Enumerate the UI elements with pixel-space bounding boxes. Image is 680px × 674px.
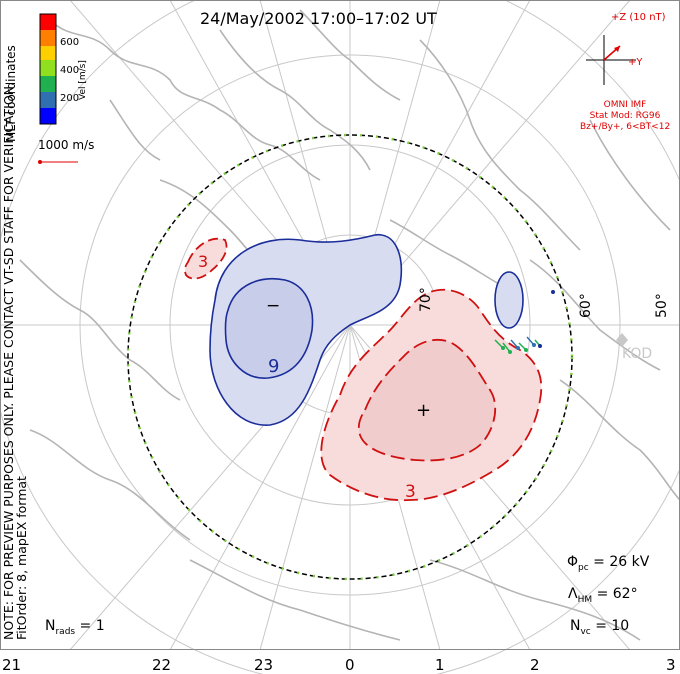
- negative-cell-symbol: −: [266, 296, 281, 316]
- positive-cell-inner: [357, 338, 497, 462]
- positive-contour-value-left: 3: [198, 252, 209, 271]
- negative-cell-inner: [224, 278, 314, 379]
- lambda-value: = 62°: [592, 586, 638, 602]
- imf-model: Stat Mod: RG96: [589, 111, 661, 121]
- positive-cell-symbol: +: [416, 400, 432, 421]
- phi-subscript: pc: [578, 562, 589, 573]
- imf-y-label: +Y: [628, 57, 643, 68]
- fit-order-line: FitOrder: 8, mapEX format: [14, 476, 29, 640]
- lambda-symbol: Λ: [568, 586, 578, 602]
- latitude-label-70: 70°: [418, 287, 434, 312]
- imf-source: OMNI IMF: [603, 100, 647, 110]
- negative-cell-small: [494, 271, 524, 329]
- station-marker: [616, 333, 628, 347]
- mlt-label-2: 2: [530, 656, 540, 674]
- station-label: KOD: [622, 346, 653, 362]
- reference-vector-label: 1000 m/s: [38, 138, 95, 152]
- n-rads: Nrads = 1: [45, 618, 105, 637]
- nvc-subscript: vc: [580, 626, 591, 637]
- phi-symbol: Φ: [567, 554, 579, 570]
- nvc-symbol: N: [570, 618, 581, 634]
- hm-latitude: ΛHM = 62°: [568, 586, 638, 605]
- plot-title: 24/May/2002 17:00–17:02 UT: [200, 9, 437, 28]
- n-vc: Nvc = 10: [570, 618, 629, 637]
- mlt-label-0: 0: [345, 656, 355, 674]
- cross-polar-potential: Φpc = 26 kV: [567, 554, 649, 573]
- nrads-value: = 1: [75, 618, 105, 634]
- phi-value: = 26 kV: [588, 554, 650, 570]
- positive-contour-value: 3: [405, 482, 416, 502]
- preview-note: NOTE: FOR PREVIEW PURPOSES ONLY. PLEASE …: [1, 82, 29, 640]
- latitude-label-60: 60°: [578, 293, 594, 318]
- mlt-label-21: 21: [2, 656, 22, 674]
- velocity-vectors: [494, 290, 555, 354]
- colorbar-unit: Vel [m/s]: [78, 60, 88, 100]
- velocity-colorbar: [39, 13, 57, 125]
- mlt-label-1: 1: [435, 656, 445, 674]
- colorbar-tick-400: 400: [60, 65, 80, 76]
- imf-source-block: OMNI IMF Stat Mod: RG96 Bz+/By+, 6<BT<12: [580, 100, 670, 133]
- colorbar-tick-200: 200: [60, 93, 80, 104]
- coastlines: [19, 9, 680, 641]
- mlt-label-3: 3: [666, 656, 676, 674]
- imf-dial: [586, 35, 636, 85]
- mlt-label-23: 23: [254, 656, 274, 674]
- hm-boundary-dots: [126, 133, 574, 581]
- negative-contour-value: 9: [268, 356, 280, 377]
- latitude-label-50: 50°: [654, 293, 670, 318]
- reference-vector: [38, 160, 78, 164]
- lambda-subscript: HM: [577, 594, 593, 605]
- positive-cell-small: [184, 237, 228, 280]
- mlt-label-22: 22: [152, 656, 172, 674]
- colorbar-tick-600: 600: [60, 37, 80, 48]
- nrads-subscript: rads: [55, 626, 76, 637]
- nvc-value: = 10: [590, 618, 630, 634]
- nrads-symbol: N: [45, 618, 56, 634]
- imf-scale-label: +Z (10 nT): [611, 12, 666, 23]
- imf-condition: Bz+/By+, 6<BT<12: [580, 122, 671, 132]
